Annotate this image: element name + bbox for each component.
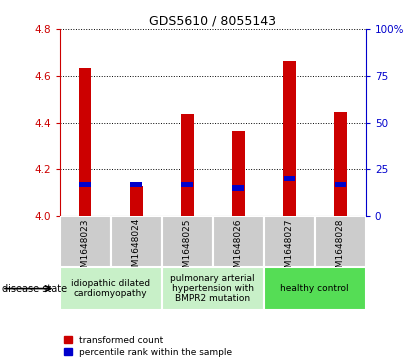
- Bar: [283, 61, 296, 216]
- Bar: [334, 112, 346, 216]
- Text: GSM1648026: GSM1648026: [234, 218, 243, 278]
- Text: GSM1648025: GSM1648025: [182, 218, 192, 278]
- Bar: [60, 267, 162, 310]
- Text: GSM1648023: GSM1648023: [81, 218, 90, 278]
- Bar: [79, 68, 92, 216]
- Bar: [264, 267, 366, 310]
- Bar: [162, 267, 264, 310]
- Text: pulmonary arterial
hypertension with
BMPR2 mutation: pulmonary arterial hypertension with BMP…: [171, 274, 255, 303]
- Title: GDS5610 / 8055143: GDS5610 / 8055143: [149, 15, 276, 28]
- Bar: [130, 185, 143, 216]
- Bar: [213, 216, 264, 267]
- Legend: transformed count, percentile rank within the sample: transformed count, percentile rank withi…: [64, 336, 233, 357]
- Bar: [111, 216, 162, 267]
- Bar: [264, 216, 315, 267]
- Text: GSM1648028: GSM1648028: [336, 218, 345, 278]
- Bar: [181, 114, 194, 216]
- Text: idiopathic dilated
cardiomyopathy: idiopathic dilated cardiomyopathy: [71, 279, 150, 298]
- Bar: [284, 176, 295, 181]
- Text: disease state: disease state: [2, 284, 67, 294]
- Bar: [233, 185, 244, 191]
- Bar: [232, 131, 245, 216]
- Bar: [79, 182, 91, 187]
- Bar: [181, 182, 193, 187]
- Bar: [130, 182, 142, 187]
- Text: GSM1648027: GSM1648027: [285, 218, 294, 278]
- Bar: [60, 216, 111, 267]
- Bar: [335, 182, 346, 187]
- Bar: [162, 216, 213, 267]
- Text: GSM1648024: GSM1648024: [132, 218, 141, 278]
- Text: healthy control: healthy control: [280, 284, 349, 293]
- Bar: [315, 216, 366, 267]
